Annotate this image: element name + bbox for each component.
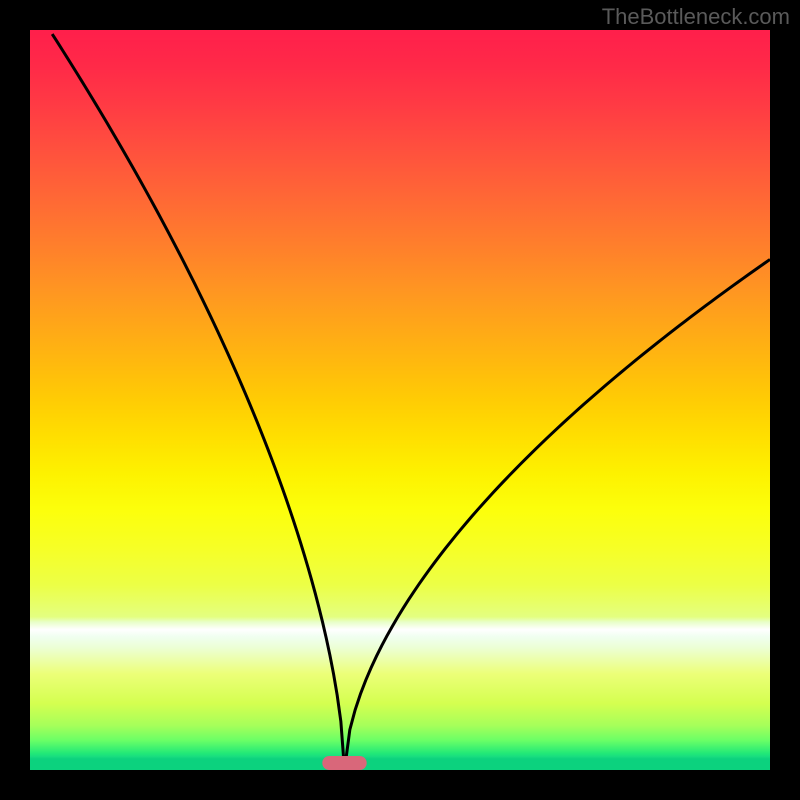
chart-svg [0,0,800,800]
vertex-marker [322,756,366,770]
plot-background [30,30,770,770]
bottleneck-chart [0,0,800,800]
watermark-text: TheBottleneck.com [602,4,790,30]
